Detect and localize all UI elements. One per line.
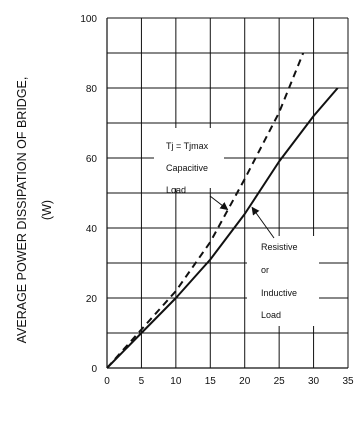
y-tick-label-0: 0 [91, 364, 97, 375]
x-tick-label-35: 35 [342, 376, 354, 387]
capacitive-label-line-2: Load [166, 185, 186, 195]
series-capacitive-line [106, 52, 305, 369]
y-tick-label-60: 60 [86, 154, 98, 165]
y-tick-label-20: 20 [86, 294, 98, 305]
resistive-label-line-3: Inductive [261, 288, 297, 298]
resistive-label-line-2: or [261, 265, 269, 275]
x-tick-label-0: 0 [104, 376, 110, 387]
x-tick-label-10: 10 [170, 376, 182, 387]
y-axis-label: AVERAGE POWER DISSIPATION OF BRIDGE, (W) [15, 77, 54, 344]
series-resistive-line [106, 87, 339, 369]
x-tick-label-20: 20 [239, 376, 251, 387]
resistive-label-box [247, 236, 319, 326]
x-tick-label-15: 15 [205, 376, 217, 387]
capacitive-label-box [154, 128, 224, 188]
capacitive-arrow [209, 195, 229, 211]
resistive-label-line-4: Load [261, 310, 281, 320]
annotations: Tj = Tjmax Capacitive Load Resistive or … [166, 141, 298, 320]
capacitive-condition-label: Tj = Tjmax [166, 141, 209, 151]
resistive-arrow [251, 206, 275, 239]
axes [106, 17, 348, 369]
y-tick-label-100: 100 [80, 14, 97, 25]
y-axis-label-line-2: (W) [40, 200, 54, 220]
annotation-label-boxes [154, 128, 319, 326]
x-tick-label-30: 30 [308, 376, 320, 387]
y-tick-label-80: 80 [86, 84, 98, 95]
y-tick-label-40: 40 [86, 224, 98, 235]
capacitive-label-line-1: Capacitive [166, 163, 208, 173]
series [106, 52, 339, 369]
x-tick-label-5: 5 [139, 376, 145, 387]
y-axis-label-line-1: AVERAGE POWER DISSIPATION OF BRIDGE, [15, 77, 29, 344]
tick-labels: 0 5 10 15 20 25 30 35 0 20 40 60 80 100 [80, 14, 354, 387]
resistive-label-line-1: Resistive [261, 242, 298, 252]
x-tick-label-25: 25 [274, 376, 286, 387]
